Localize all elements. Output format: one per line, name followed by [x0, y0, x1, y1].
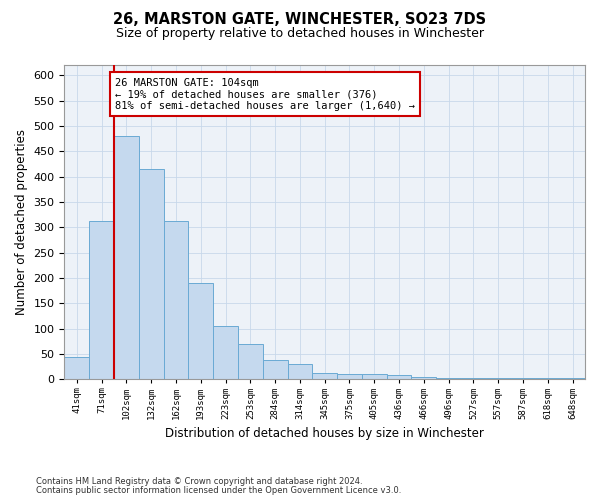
- Bar: [213, 326, 238, 380]
- Text: Size of property relative to detached houses in Winchester: Size of property relative to detached ho…: [116, 28, 484, 40]
- Bar: [386, 376, 412, 380]
- Bar: [362, 374, 386, 380]
- Bar: [263, 360, 287, 380]
- Bar: [89, 221, 114, 380]
- Text: 26 MARSTON GATE: 104sqm
← 19% of detached houses are smaller (376)
81% of semi-d: 26 MARSTON GATE: 104sqm ← 19% of detache…: [115, 78, 415, 111]
- Text: Contains HM Land Registry data © Crown copyright and database right 2024.: Contains HM Land Registry data © Crown c…: [36, 477, 362, 486]
- Bar: [139, 169, 164, 380]
- Bar: [164, 221, 188, 380]
- Bar: [287, 364, 313, 380]
- Bar: [337, 374, 362, 380]
- Bar: [461, 378, 486, 380]
- Y-axis label: Number of detached properties: Number of detached properties: [15, 129, 28, 315]
- Bar: [436, 378, 461, 380]
- Bar: [412, 377, 436, 380]
- Bar: [64, 356, 89, 380]
- Bar: [560, 378, 585, 380]
- Bar: [313, 374, 337, 380]
- Bar: [535, 378, 560, 380]
- X-axis label: Distribution of detached houses by size in Winchester: Distribution of detached houses by size …: [165, 427, 484, 440]
- Bar: [188, 283, 213, 380]
- Text: 26, MARSTON GATE, WINCHESTER, SO23 7DS: 26, MARSTON GATE, WINCHESTER, SO23 7DS: [113, 12, 487, 28]
- Bar: [238, 344, 263, 380]
- Bar: [486, 378, 511, 380]
- Bar: [511, 378, 535, 380]
- Bar: [114, 136, 139, 380]
- Text: Contains public sector information licensed under the Open Government Licence v3: Contains public sector information licen…: [36, 486, 401, 495]
